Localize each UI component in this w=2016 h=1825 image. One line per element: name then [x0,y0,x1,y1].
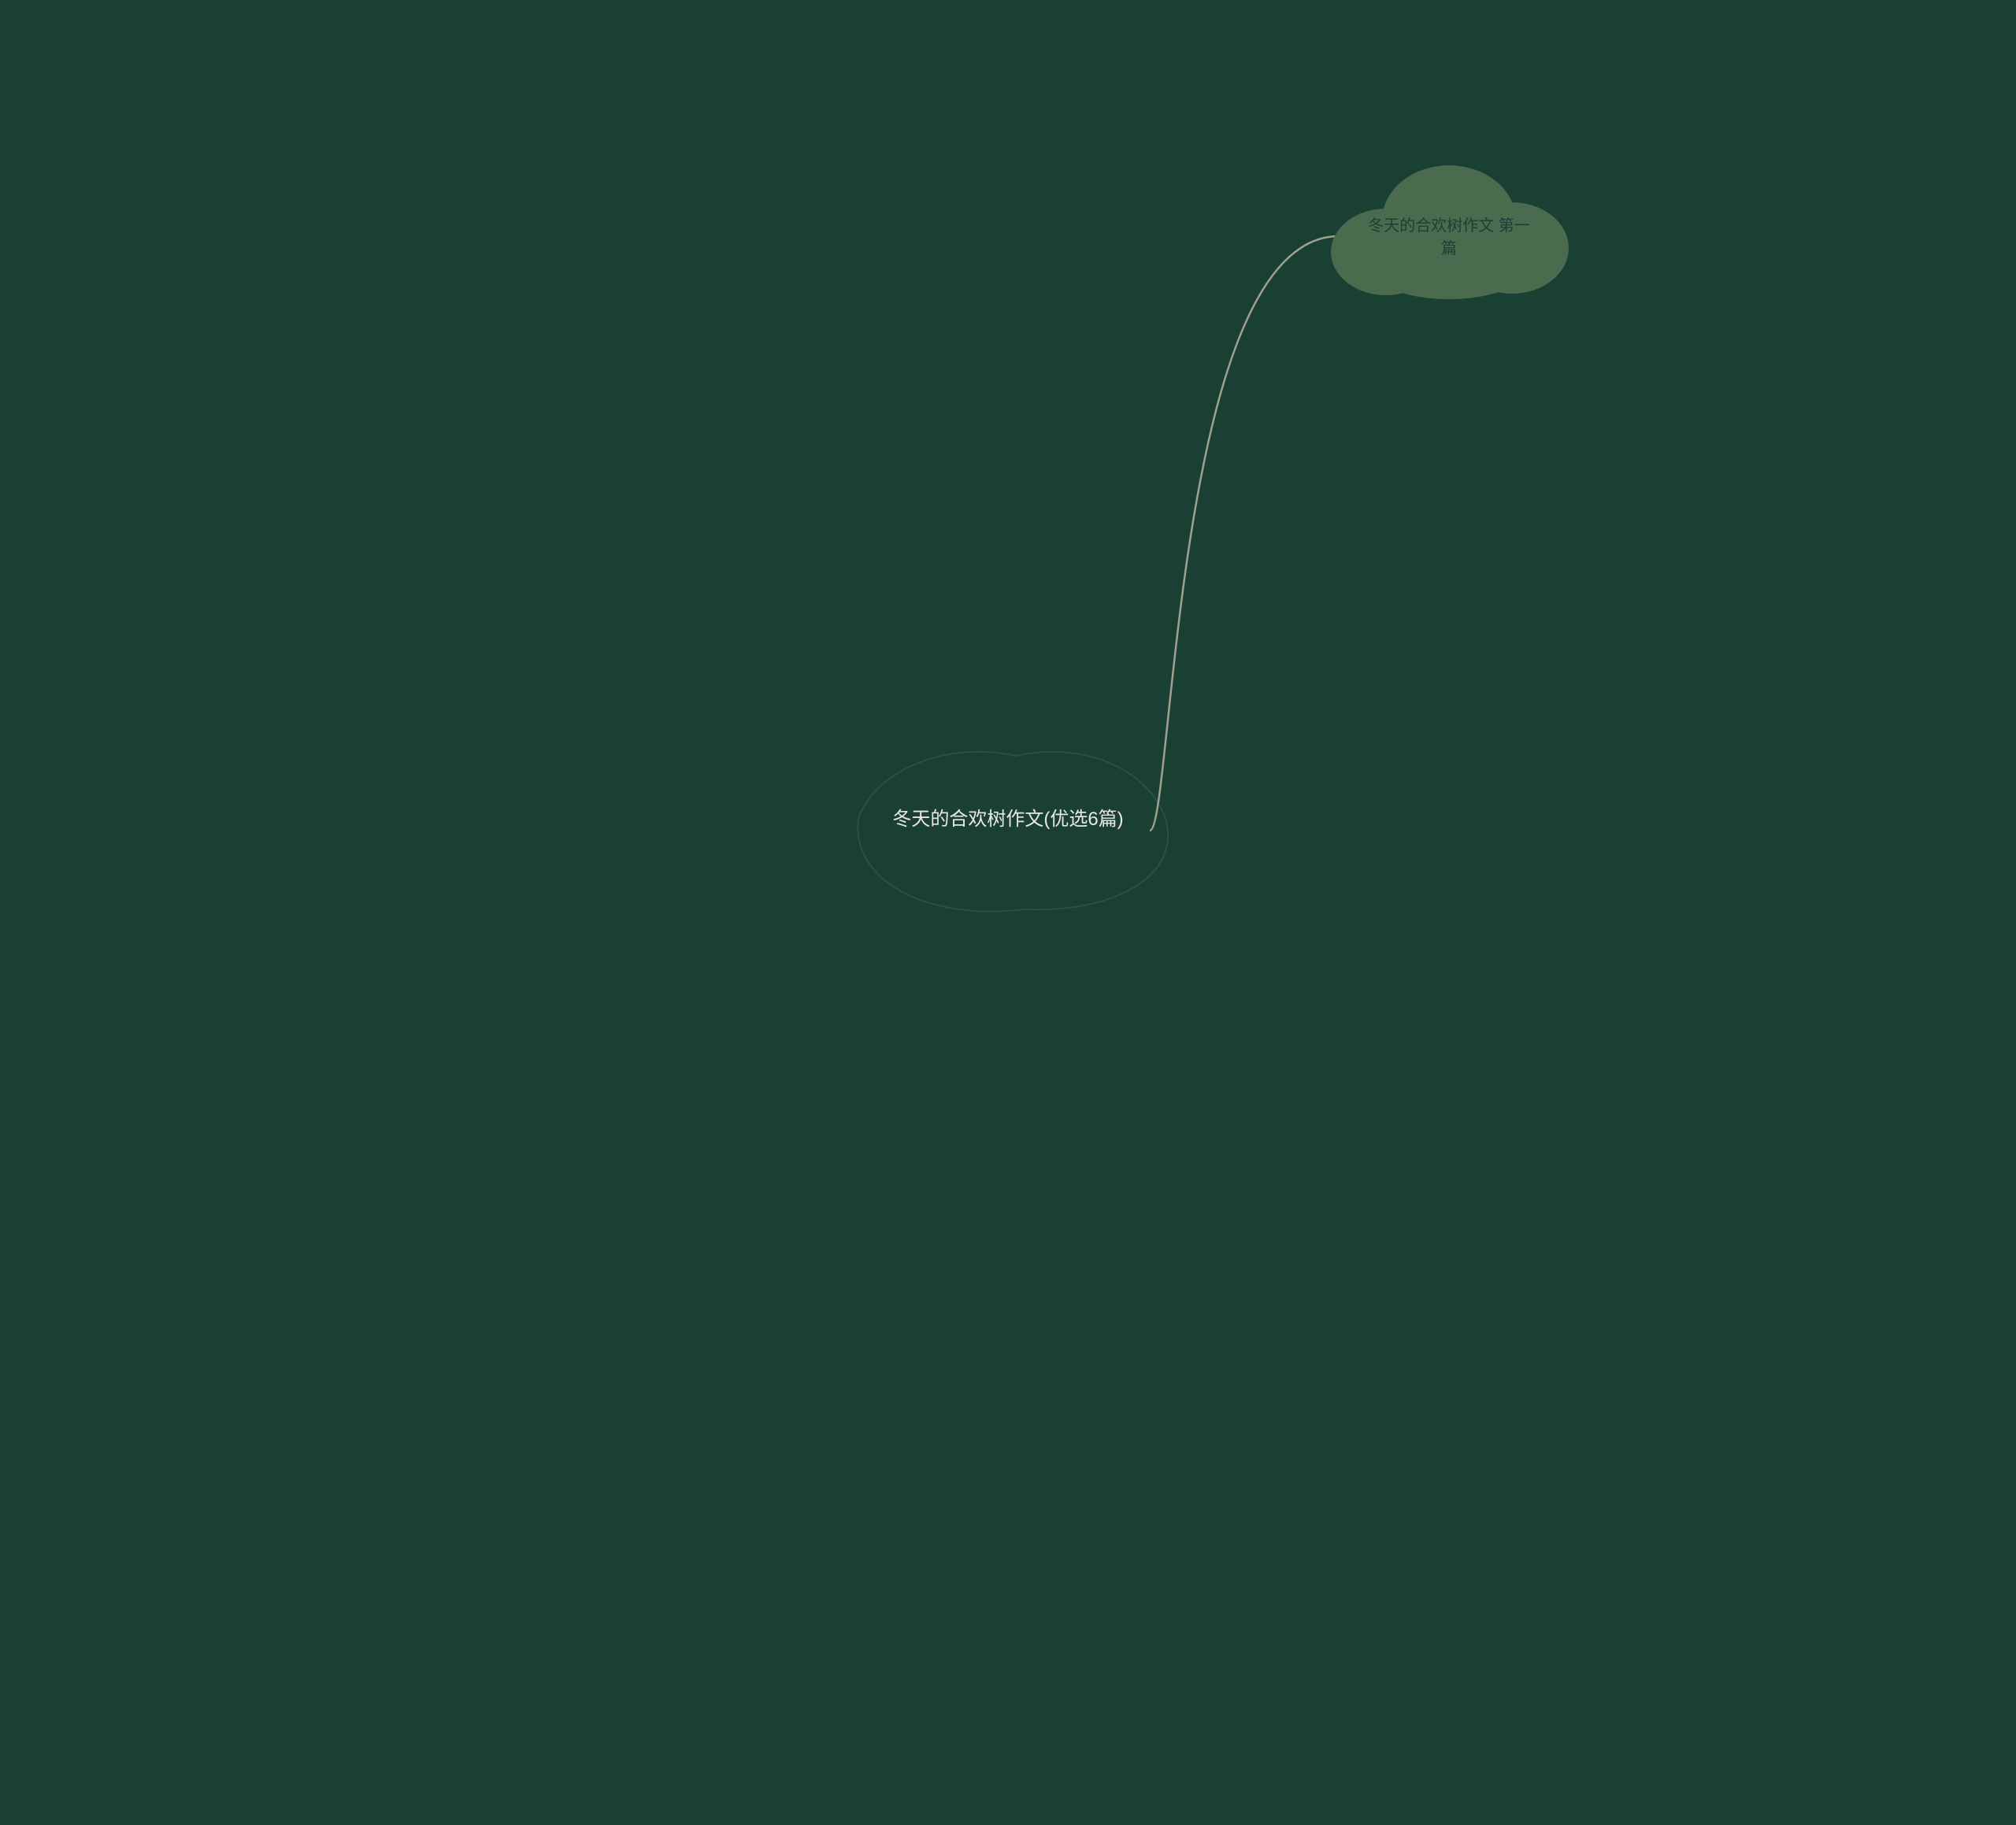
connection-lines [0,0,2016,1825]
center-title: 冬天的合欢树作文(优选6篇) [850,803,1166,831]
branch-cloud-b1: 冬天的合欢树作文 第一篇 [1323,157,1575,299]
